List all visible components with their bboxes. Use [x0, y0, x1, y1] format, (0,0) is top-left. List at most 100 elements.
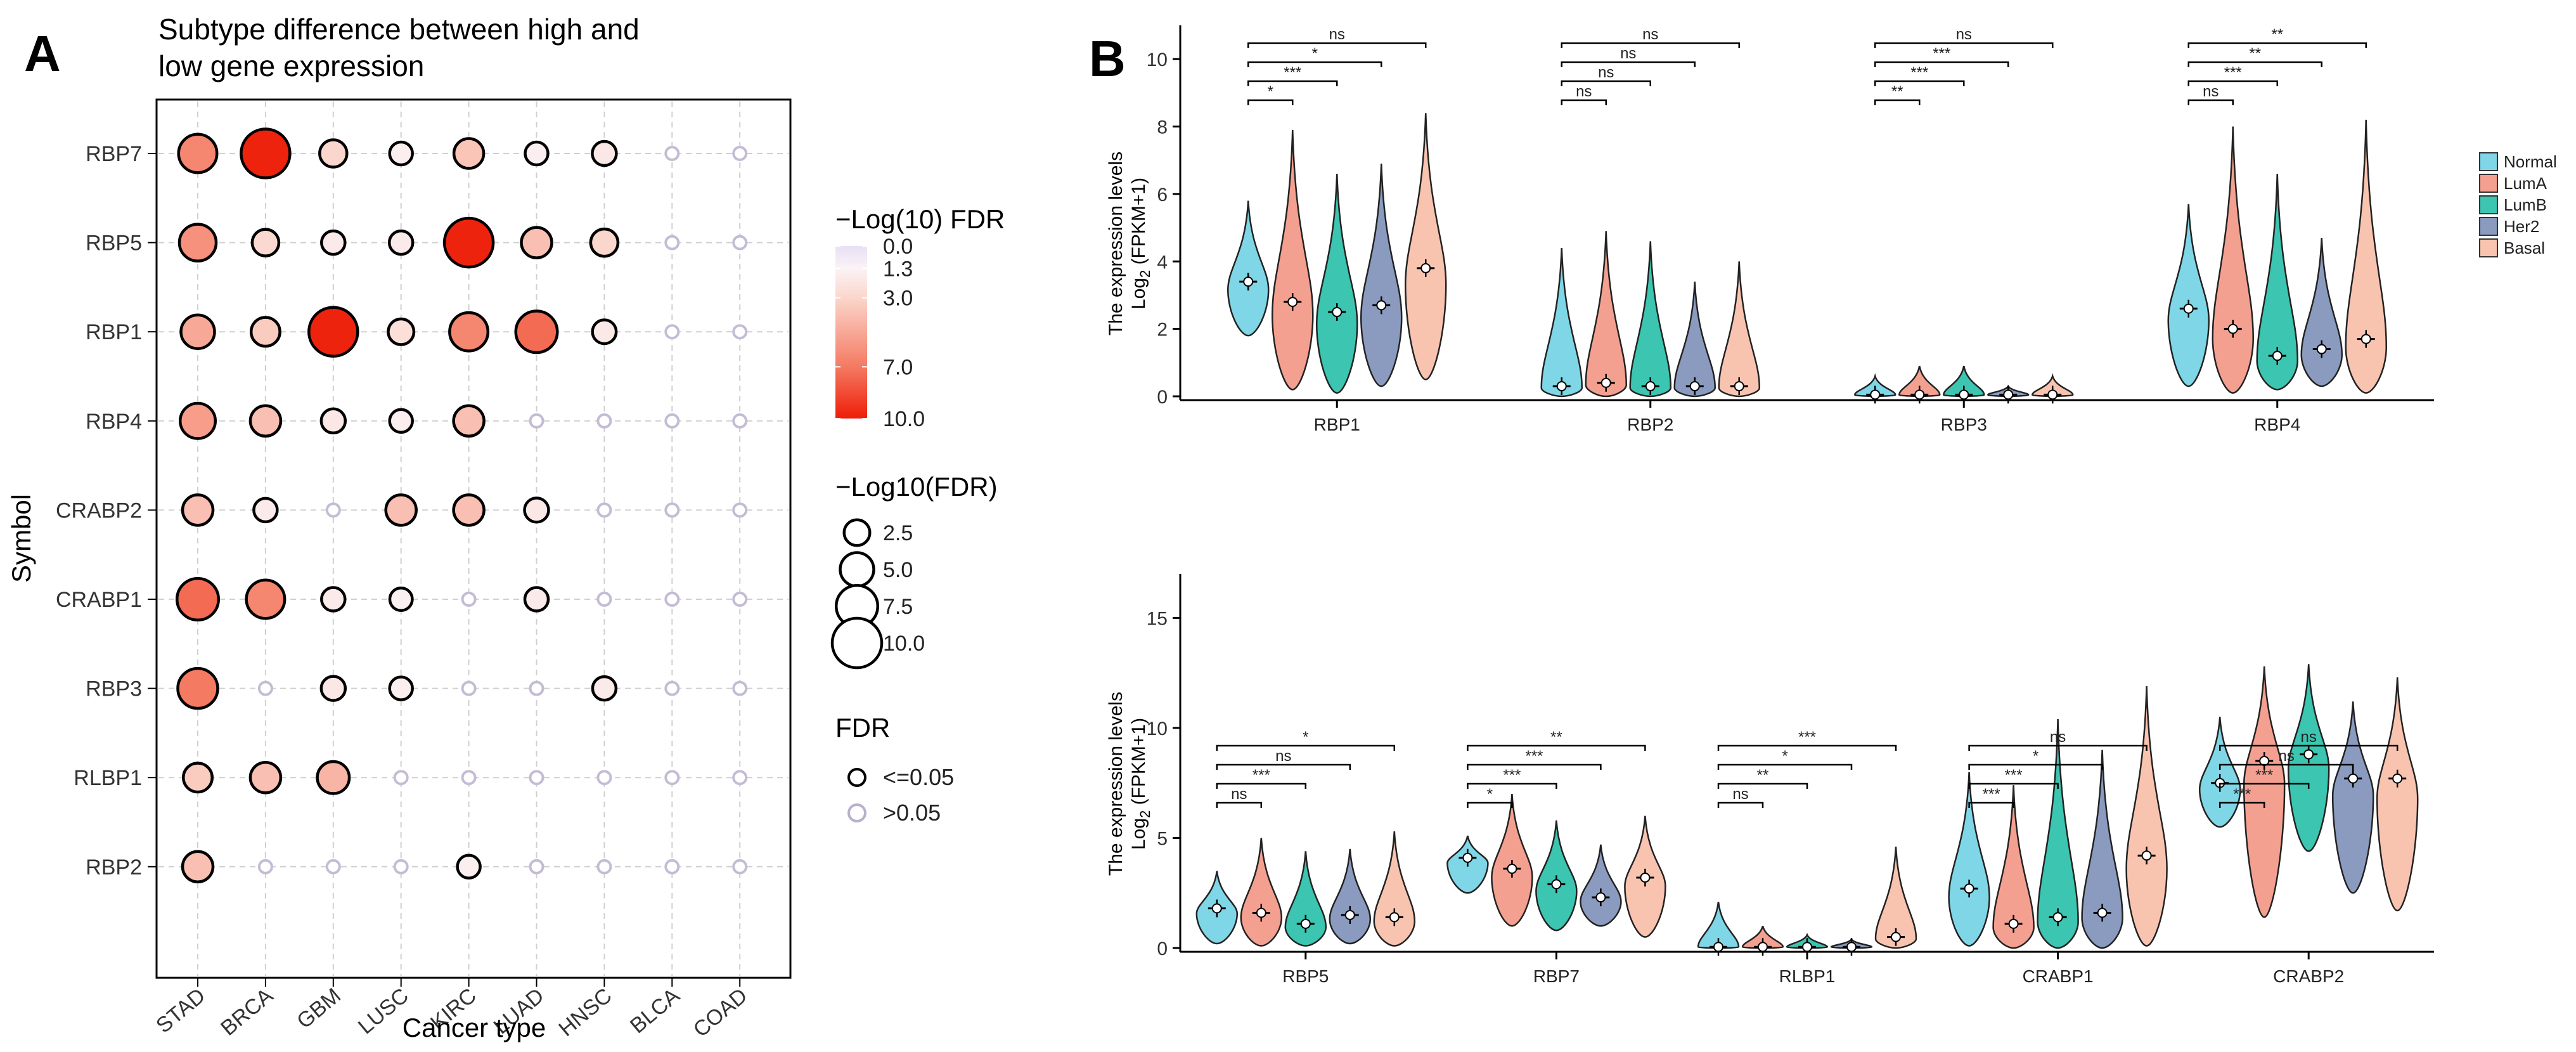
violin-rbp2-her2: [1673, 282, 1716, 398]
dot-rbp7-stad: [177, 133, 219, 174]
significance-bracket: [2219, 802, 2265, 808]
violin-median-point: [2183, 303, 2194, 314]
violin-gene-label: RBP4: [2254, 415, 2300, 434]
violin-crabp1-normal: [1948, 772, 1990, 947]
dot-rbp1-coad: [732, 324, 748, 340]
violin-gene-label: RBP5: [1282, 966, 1329, 986]
color-legend-title: −Log(10) FDR: [835, 204, 1005, 234]
violin-gene-label: RBP2: [1627, 415, 1673, 434]
violin-gene-label: RBP3: [1941, 415, 1987, 434]
dot-crabp2-blca: [664, 502, 680, 518]
violin-top-y-label-line1: The expression levels: [1105, 152, 1126, 335]
dot-crabp2-stad: [181, 493, 215, 527]
significance-bracket: [1717, 802, 1764, 808]
dot-rlbp1-stad: [182, 762, 214, 794]
significance-bracket: [1467, 744, 1646, 751]
dot-rbp2-blca: [664, 859, 680, 874]
violin-median-point: [1243, 276, 1254, 287]
significance-bracket: [1968, 783, 2059, 789]
violin-rbp1-luma: [1271, 129, 1314, 391]
violin-median-point: [1959, 389, 1969, 400]
significance-label: ***: [2233, 786, 2251, 803]
violin-median-point: [2272, 351, 2283, 361]
significance-label: ns: [1329, 26, 1345, 43]
significance-label: *: [1487, 786, 1493, 803]
violin-median-point: [1389, 912, 1400, 923]
panel-a-title-line1: Subtype difference between high and: [158, 13, 640, 46]
dot-rbp5-coad: [732, 235, 748, 250]
violin-rbp4-normal: [2167, 204, 2210, 387]
dotplot-x-tick-label: BLCA: [626, 984, 685, 1038]
panel-a: A Subtype difference between high and lo…: [6, 13, 1005, 1042]
dot-rlbp1-lusc: [393, 770, 409, 786]
dot-rbp5-lusc: [387, 229, 415, 256]
color-legend-tick-label: 0.0: [883, 235, 913, 259]
dot-rbp4-lusc: [388, 408, 414, 434]
dot-crabp1-stad: [176, 577, 220, 621]
legend-label-basal: Basal: [2504, 238, 2545, 257]
significance-bracket: [1216, 744, 1396, 751]
dotplot-x-label: Cancer type: [402, 1013, 546, 1042]
fdr-legend-nonsig-label: >0.05: [883, 800, 941, 826]
violin-median-point: [2003, 389, 2014, 400]
significance-label: ***: [1983, 786, 2000, 803]
legend-swatch-basal: [2479, 238, 2498, 257]
dot-rbp2-brca: [257, 859, 273, 874]
dot-crabp1-luad: [523, 586, 550, 613]
dot-rbp5-kirc: [442, 216, 495, 269]
size-legend-label: 2.5: [883, 521, 913, 545]
violin-y-tick-label: 15: [1147, 608, 1168, 629]
significance-label: **: [2271, 26, 2283, 43]
dot-rbp3-gbm: [319, 675, 347, 702]
violin-top-chart: 0246810RBP1*****nsRBP2nsnsnsnsRBP3******…: [1147, 25, 2434, 434]
dot-rbp3-luad: [529, 680, 544, 696]
violin-y-tick-label: 0: [1157, 387, 1168, 408]
significance-bracket: [2187, 80, 2278, 86]
dotplot-y-tick-label: RLBP1: [74, 766, 142, 790]
violin-y-tick-label: 6: [1157, 185, 1168, 205]
violin-gene-label: RLBP1: [1779, 966, 1836, 986]
panel-a-title-line2: low gene expression: [158, 49, 424, 82]
dot-crabp1-lusc: [388, 587, 414, 612]
dot-crabp2-hnsc: [596, 502, 612, 518]
significance-label: ***: [1503, 767, 1521, 784]
significance-label: ns: [1620, 45, 1636, 62]
panel-a-label: A: [24, 25, 61, 82]
dot-rbp1-brca: [249, 316, 281, 348]
dot-rbp2-kirc: [456, 854, 482, 880]
dot-rbp3-brca: [257, 680, 273, 696]
significance-bracket: [1247, 42, 1427, 48]
dot-crabp2-luad: [523, 497, 550, 524]
dot-rbp7-luad: [524, 140, 550, 167]
legend-swatch-luma: [2479, 174, 2498, 193]
significance-bracket: [1717, 783, 1808, 789]
significance-label: ***: [2224, 64, 2242, 81]
size-legend-label: 10.0: [883, 632, 925, 656]
dot-crabp1-hnsc: [596, 592, 612, 607]
violin-top-y-label-sub: 2: [1137, 270, 1153, 278]
violin-median-point: [1758, 942, 1768, 952]
violin-rbp2-normal: [1540, 247, 1583, 398]
panel-b-label: B: [1089, 30, 1126, 87]
violin-top-y-label-rest: (FPKM+1): [1128, 178, 1149, 270]
violin-median-point: [2316, 344, 2327, 354]
significance-bracket: [2187, 61, 2322, 67]
significance-bracket: [2187, 42, 2367, 48]
violin-rbp5-lumb: [1284, 851, 1327, 947]
violin-median-point: [1420, 263, 1431, 273]
dot-rbp7-hnsc: [591, 140, 618, 167]
violin-gene-label: RBP7: [1533, 966, 1580, 986]
significance-label: ***: [2255, 767, 2273, 784]
dot-rlbp1-blca: [664, 770, 680, 786]
dot-rbp2-lusc: [393, 859, 409, 874]
violin-median-point: [2360, 334, 2371, 344]
dot-rbp4-brca: [248, 404, 283, 438]
dot-rbp4-coad: [732, 413, 748, 429]
violin-crabp2-basal: [2376, 677, 2419, 912]
dot-crabp2-gbm: [325, 502, 341, 518]
violin-y-tick-label: 8: [1157, 117, 1168, 138]
fdr-legend-nonsig-marker: [847, 803, 866, 822]
dot-rbp4-kirc: [452, 404, 486, 438]
violin-median-point: [1256, 907, 1266, 918]
dot-rbp1-blca: [664, 324, 680, 340]
